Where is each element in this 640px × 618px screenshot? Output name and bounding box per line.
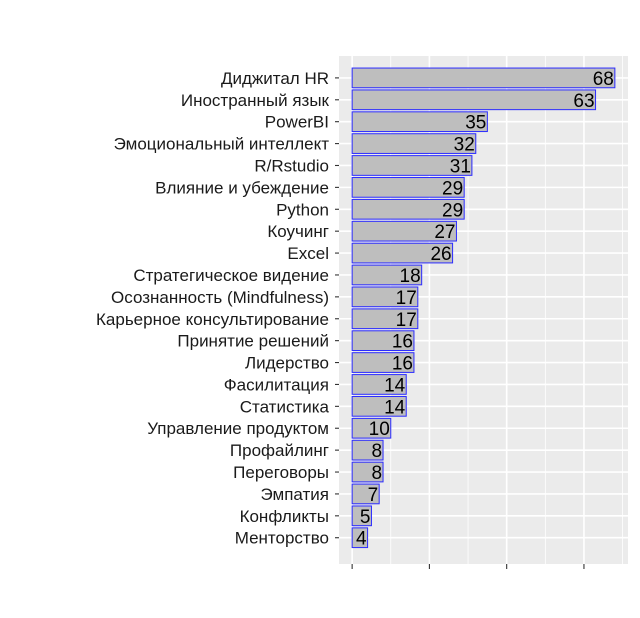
bar xyxy=(351,286,419,308)
bar xyxy=(351,461,384,483)
data-label: 63 xyxy=(573,91,594,112)
category-label: Стратегическое видение xyxy=(133,266,329,285)
data-label: 29 xyxy=(442,200,463,221)
category-label: Лидерство xyxy=(245,354,329,373)
bar xyxy=(351,177,465,198)
data-label: 35 xyxy=(465,113,486,134)
bars xyxy=(351,67,616,549)
bar xyxy=(351,527,369,549)
category-label: Карьерное консультирование xyxy=(96,310,329,329)
data-label: 18 xyxy=(400,266,421,287)
data-label: 27 xyxy=(434,222,455,243)
bar xyxy=(351,198,465,220)
bar xyxy=(351,308,419,330)
category-labels: Диджитал HR Иностранный язык PowerBI Эмоцио… xyxy=(96,69,330,548)
category-label: Фасилитация xyxy=(224,375,329,394)
data-label: 17 xyxy=(396,310,417,331)
data-label: 8 xyxy=(371,463,382,484)
category-label: Профайлинг xyxy=(230,441,329,460)
data-label: 7 xyxy=(368,485,379,506)
data-label: 8 xyxy=(371,441,382,462)
data-label: 16 xyxy=(392,354,413,375)
category-label: Эмоциональный интеллект xyxy=(114,135,330,154)
bar xyxy=(351,374,407,395)
bar xyxy=(351,155,473,176)
bar xyxy=(351,395,407,417)
category-label: Принятие решений xyxy=(177,332,329,351)
bar xyxy=(351,242,454,264)
category-label: Эмпатия xyxy=(261,485,330,504)
data-label: 5 xyxy=(360,507,371,528)
data-label: 14 xyxy=(384,375,406,396)
data-label: 17 xyxy=(396,288,417,309)
data-label: 26 xyxy=(430,244,451,265)
data-label: 10 xyxy=(369,419,390,440)
data-label: 31 xyxy=(450,156,471,177)
category-label: Управление продуктом xyxy=(147,419,329,438)
bar xyxy=(351,220,457,242)
category-label: R/Rstudio xyxy=(254,156,329,175)
bar xyxy=(351,264,423,286)
bar xyxy=(351,89,597,111)
category-label: Конфликты xyxy=(240,507,329,526)
category-label: Переговоры xyxy=(233,463,329,482)
bar xyxy=(351,330,415,352)
bar xyxy=(351,352,415,373)
category-label: Статистика xyxy=(240,397,330,416)
data-label: 16 xyxy=(392,332,413,353)
category-label: Осознанность (Mindfulness) xyxy=(111,288,329,307)
category-label: Менторство xyxy=(235,529,329,548)
y-axis-ticks xyxy=(335,77,339,539)
category-label: Python xyxy=(276,200,329,219)
category-label: Коучинг xyxy=(267,222,329,241)
bar xyxy=(351,417,392,439)
data-label: 68 xyxy=(593,69,614,90)
bar xyxy=(351,111,488,133)
data-label: 14 xyxy=(384,397,406,418)
data-label: 4 xyxy=(356,529,367,550)
category-label: Excel xyxy=(287,244,329,263)
x-axis-ticks xyxy=(351,564,585,569)
category-label: Диджитал HR xyxy=(221,69,329,88)
bar xyxy=(351,133,477,154)
bar xyxy=(351,439,384,461)
category-label: Иностранный язык xyxy=(181,91,330,110)
bar xyxy=(351,483,380,505)
bar xyxy=(351,67,616,89)
data-label: 29 xyxy=(442,178,463,199)
category-label: Влияние и убеждение xyxy=(155,178,329,197)
data-label: 32 xyxy=(454,135,475,156)
category-label: PowerBI xyxy=(265,113,329,132)
bar xyxy=(351,505,372,527)
